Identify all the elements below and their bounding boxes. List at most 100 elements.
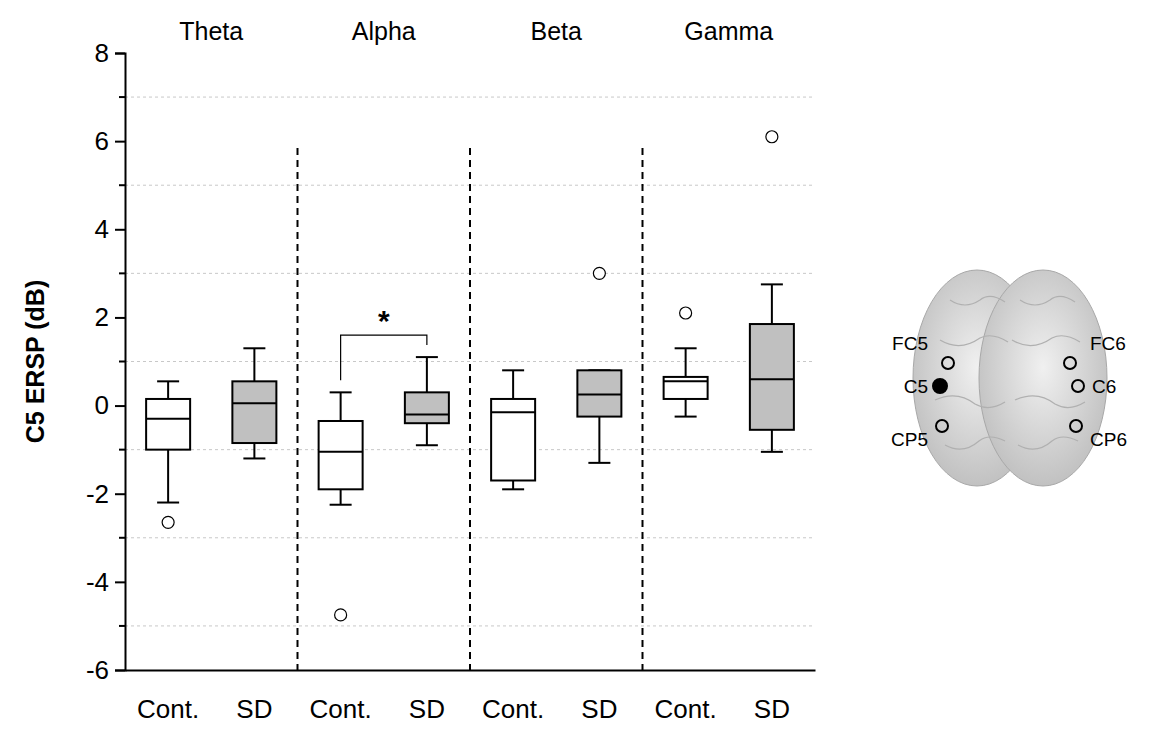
electrode-label: CP6 [1090, 429, 1127, 450]
gyrus [950, 296, 1005, 305]
significance-label: * [378, 304, 390, 337]
x-tick: SD [754, 670, 790, 724]
gyrus [945, 437, 1005, 449]
boxes [146, 131, 794, 621]
gyrus [1015, 396, 1085, 408]
lower-cap [330, 504, 352, 506]
box [664, 377, 708, 399]
group-title: Gamma [684, 17, 773, 45]
lower-whisker [340, 489, 342, 504]
grid-line [125, 625, 815, 626]
y-tick-label: 4 [95, 214, 109, 244]
x-tick: Cont. [482, 670, 544, 724]
x-tick-label: SD [236, 694, 272, 724]
electrode [936, 420, 948, 432]
electrode-label: FC5 [892, 333, 928, 354]
x-tick: Cont. [137, 670, 199, 724]
median [405, 413, 449, 415]
upper-whisker [167, 381, 169, 399]
group-separator [642, 148, 644, 670]
group-separators [298, 148, 643, 670]
x-tick: SD [409, 670, 445, 724]
y-tick: -6 [86, 655, 125, 685]
y-minor-tick [119, 537, 125, 539]
y-axis: -6 -4 -2 0 2 4 6 8 [86, 38, 126, 685]
lower-whisker [771, 430, 773, 452]
grid-line [125, 97, 815, 98]
x-tick-label: SD [409, 694, 445, 724]
y-minor-tick [119, 272, 125, 274]
y-minor-tick [119, 184, 125, 186]
box-plot [405, 357, 449, 445]
gyrus [1018, 437, 1078, 449]
upper-cap [502, 369, 524, 371]
y-tick-label: 6 [95, 126, 109, 156]
box-plot [750, 131, 794, 452]
upper-cap [675, 347, 697, 349]
y-tick-mark [115, 229, 125, 231]
y-axis-line [115, 54, 126, 671]
group-title: Alpha [352, 17, 416, 45]
box [577, 370, 621, 416]
median [577, 394, 621, 396]
median [664, 380, 708, 382]
outlier [162, 516, 174, 528]
lower-whisker [685, 399, 687, 417]
x-tick: Cont. [310, 670, 372, 724]
x-tick-label: SD [754, 694, 790, 724]
grid-line [125, 361, 815, 362]
upper-cap [330, 391, 352, 393]
y-tick: 8 [95, 38, 125, 68]
y-tick-mark [115, 53, 125, 55]
lower-whisker [598, 417, 600, 463]
y-tick-mark [115, 317, 125, 319]
x-tick-label: Cont. [482, 694, 544, 724]
y-tick-mark [115, 405, 125, 407]
y-tick-label: -2 [86, 479, 109, 509]
x-axis-line [126, 670, 816, 672]
chart: ThetaAlphaBetaGamma-6-4-202468C5 ERSP (d… [0, 0, 1160, 741]
upper-cap [157, 380, 179, 382]
box-plot [146, 381, 190, 528]
lower-cap [761, 451, 783, 453]
electrode-label: C5 [904, 376, 928, 397]
x-tick: SD [581, 670, 617, 724]
y-axis-title: C5 ERSP (dB) [21, 280, 49, 443]
upper-whisker [685, 348, 687, 377]
upper-cap [416, 356, 438, 358]
hemisphere [979, 270, 1107, 486]
box-plot [664, 307, 708, 417]
outlier [593, 267, 605, 279]
brain-inset: FC5C5CP5FC6C6CP6 [891, 270, 1127, 486]
group-title: Theta [179, 17, 243, 45]
y-minor-tick [119, 449, 125, 451]
gyrus [1020, 296, 1075, 305]
median [232, 402, 276, 404]
x-tick: SD [236, 670, 272, 724]
median [750, 378, 794, 380]
upper-whisker [512, 370, 514, 399]
electrode [1072, 380, 1084, 392]
y-tick-label: 2 [95, 302, 109, 332]
y-minor-tick [119, 361, 125, 363]
lower-whisker [167, 450, 169, 503]
upper-whisker [771, 284, 773, 324]
gyrus [1012, 336, 1080, 346]
y-tick-label: 0 [95, 390, 109, 420]
y-tick: -4 [86, 567, 125, 597]
electrode-label: CP5 [891, 429, 928, 450]
box [146, 399, 190, 450]
outlier [766, 131, 778, 143]
lower-cap [675, 416, 697, 418]
median [319, 451, 363, 453]
x-tick-label: Cont. [137, 694, 199, 724]
lower-cap [588, 462, 610, 464]
box [232, 381, 276, 443]
upper-whisker [253, 348, 255, 381]
y-tick-label: 8 [95, 38, 109, 68]
y-tick: 0 [95, 390, 125, 420]
y-tick-mark [115, 493, 125, 495]
box-plot [319, 392, 363, 621]
y-minor-tick [119, 96, 125, 98]
x-tick-label: Cont. [310, 694, 372, 724]
